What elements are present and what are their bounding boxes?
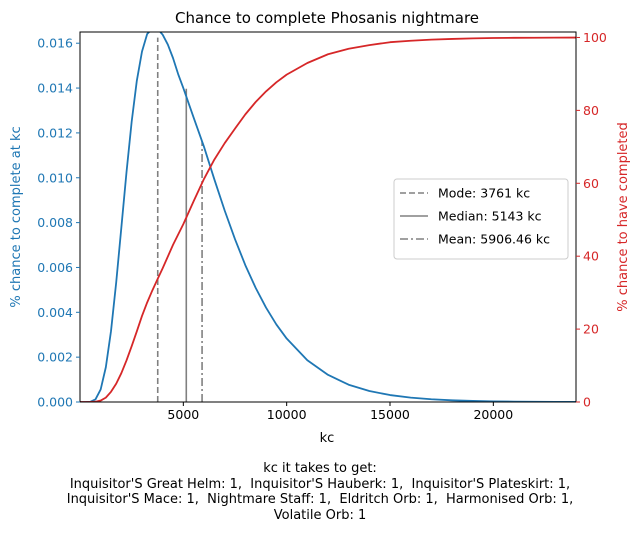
pdf-curve [80, 32, 576, 402]
right-y-tick-label: 0 [583, 395, 591, 410]
left-y-tick-label: 0.004 [37, 305, 73, 320]
x-tick-label: 5000 [167, 407, 199, 422]
caption-line: Inquisitor'S Great Helm: 1, Inquisitor'S… [69, 476, 571, 492]
chart-title: Chance to complete Phosanis nightmare [175, 9, 479, 27]
cdf-curve [80, 36, 576, 402]
legend-box [393, 178, 569, 260]
caption: kc it takes to get: Inquisitor'S Great H… [0, 461, 640, 523]
right-y-tick-label: 40 [583, 249, 599, 264]
caption-line: kc it takes to get: [263, 461, 377, 476]
plot-frame [79, 31, 577, 403]
right-y-tick-label: 20 [583, 322, 599, 337]
right-y-tick-label: 100 [583, 30, 607, 45]
plot-series-group [80, 32, 576, 402]
caption-line: Volatile Orb: 1 [273, 507, 367, 523]
right-y-tick-label: 80 [583, 103, 599, 118]
x-axis-label: kc [320, 431, 335, 446]
left-y-tick-label: 0.008 [37, 215, 73, 230]
x-tick-label: 10000 [267, 407, 307, 422]
left-y-tick-label: 0.016 [37, 36, 73, 51]
left-y-tick-label: 0.014 [37, 81, 73, 96]
left-y-axis-label: % chance to complete at kc [9, 126, 24, 307]
left-y-tick-label: 0.006 [37, 260, 73, 275]
right-y-tick-label: 60 [583, 176, 599, 191]
axes: 5000 10000 15000 20000 0.000 0.002 0.004 0.006 0… [37, 30, 607, 422]
x-tick-label: 15000 [370, 407, 410, 422]
right-y-axis-label: % chance to have completed [616, 122, 631, 312]
left-y-tick-label: 0.010 [37, 170, 73, 185]
chart-svg: Chance to complete Phosanis nightmare 50… [9, 9, 631, 446]
legend: Mode: 3761 kc Median: 5143 kc Mean: 5906.4… [393, 178, 569, 260]
left-y-tick-label: 0.000 [37, 395, 73, 410]
x-tick-label: 20000 [473, 407, 513, 422]
legend-label: Median: 5143 kc [438, 209, 542, 224]
legend-label: Mode: 3761 kc [438, 186, 530, 201]
left-y-tick-label: 0.012 [37, 125, 73, 140]
legend-label: Mean: 5906.46 kc [438, 232, 550, 247]
caption-line: Inquisitor'S Mace: 1, Nightmare Staff: 1… [66, 492, 574, 507]
plot-area [80, 32, 576, 402]
left-y-tick-label: 0.002 [37, 350, 73, 365]
